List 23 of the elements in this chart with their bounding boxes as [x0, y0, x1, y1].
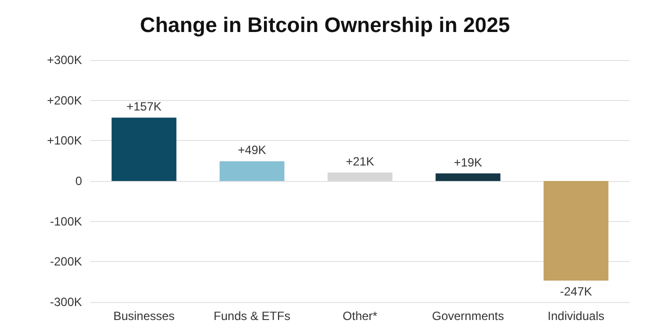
y-tick-label: 0: [75, 174, 82, 188]
data-label: +19K: [454, 155, 482, 170]
bar: [436, 173, 500, 181]
data-label: -247K: [560, 284, 592, 299]
y-tick-label: +100K: [46, 134, 82, 148]
y-tick-label: -300K: [50, 295, 82, 309]
chart-title: Change in Bitcoin Ownership in 2025: [140, 14, 510, 37]
y-tick-label: -200K: [50, 254, 82, 269]
bar: [112, 118, 176, 181]
y-tick-label: -100K: [50, 214, 82, 228]
data-label: +21K: [346, 154, 374, 169]
bar: [220, 161, 284, 181]
x-tick-label: Other*: [342, 309, 378, 323]
x-tick-label: Funds & ETFs: [214, 309, 290, 323]
bar: [328, 172, 392, 181]
x-tick-label: Individuals: [548, 309, 604, 323]
data-label: +157K: [126, 100, 162, 114]
y-tick-label: +200K: [46, 93, 82, 108]
data-label: +49K: [238, 143, 266, 158]
x-tick-label: Businesses: [113, 309, 175, 323]
y-tick-label: +300K: [46, 53, 82, 67]
bar: [544, 181, 608, 281]
x-tick-label: Governments: [432, 309, 504, 323]
